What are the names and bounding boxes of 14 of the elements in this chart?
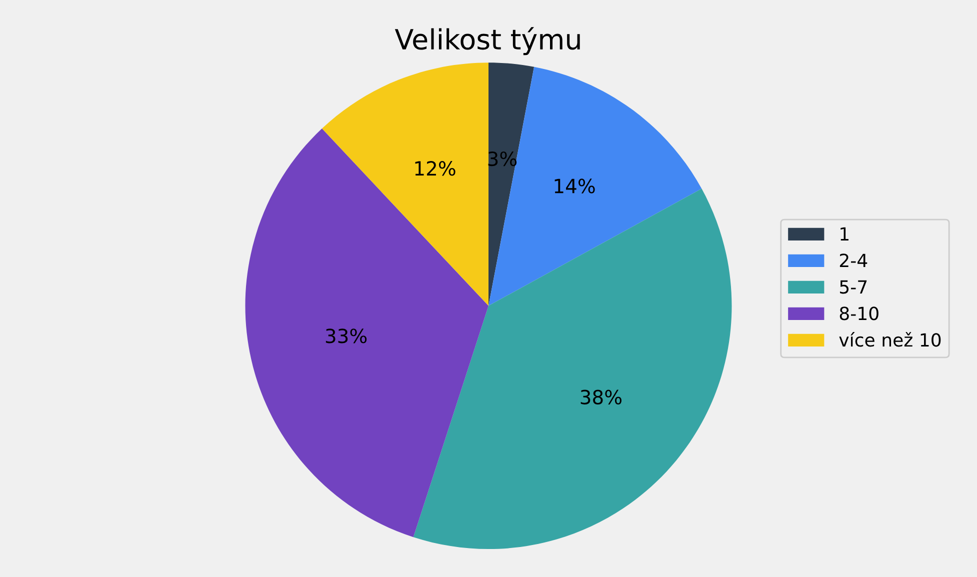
- data-label: 12%: [415, 161, 456, 176]
- legend-label: 1: [840, 227, 848, 240]
- legend-label: 2-4: [840, 254, 868, 267]
- pie-slice: [245, 128, 488, 538]
- legend-label: 5-7: [840, 280, 867, 294]
- data-label: 38%: [580, 390, 622, 404]
- data-label: 33%: [326, 328, 367, 344]
- legend-label: 8-10: [840, 306, 878, 320]
- legend-label: více než 10: [839, 332, 941, 347]
- pie-slice: [488, 62, 534, 306]
- pie-slice: [322, 62, 488, 306]
- pie-slice: [488, 66, 702, 306]
- chart-title: Velikost týmu: [394, 27, 580, 56]
- data-label: 14%: [554, 178, 595, 194]
